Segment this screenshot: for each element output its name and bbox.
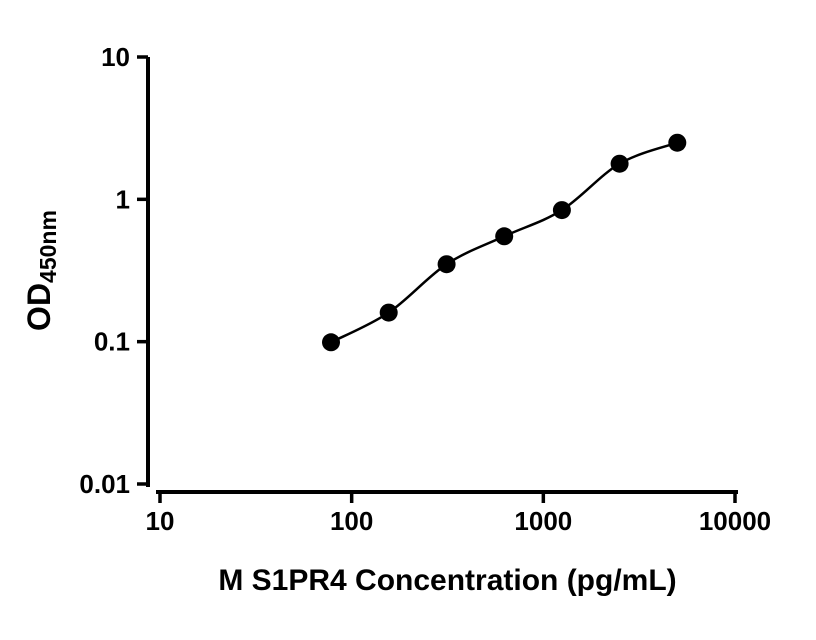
y-tick-label: 1 <box>116 184 130 214</box>
data-point <box>668 133 687 152</box>
data-point <box>552 201 571 220</box>
data-point <box>379 303 398 322</box>
x-tick-label: 10 <box>146 506 175 536</box>
x-axis-title: M S1PR4 Concentration (pg/mL) <box>218 564 676 597</box>
x-tick-label: 100 <box>330 506 373 536</box>
x-tick-label: 10000 <box>699 506 771 536</box>
data-point <box>610 154 629 173</box>
data-point <box>322 333 340 352</box>
y-tick-label: 0.01 <box>79 469 130 499</box>
y-tick-label: 0.1 <box>94 327 130 357</box>
data-point <box>437 255 456 274</box>
y-tick-label: 10 <box>101 42 130 72</box>
x-tick-label: 1000 <box>514 506 572 536</box>
data-point <box>495 227 514 246</box>
y-axis-title: OD450nm <box>21 210 61 331</box>
